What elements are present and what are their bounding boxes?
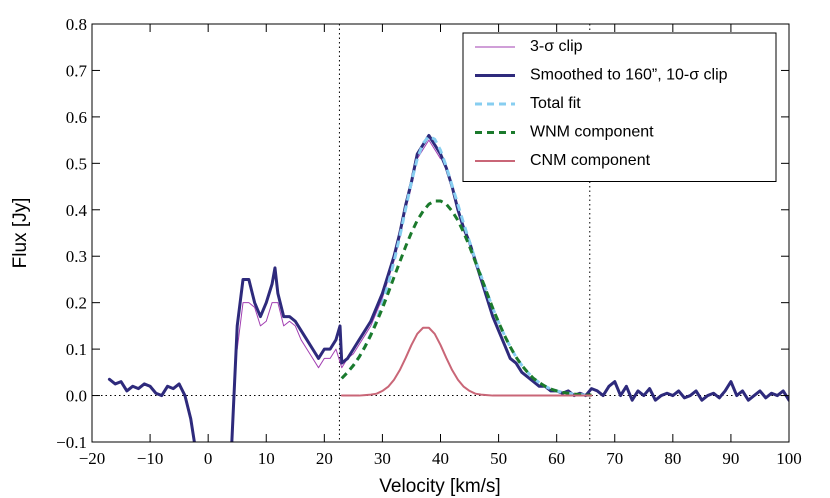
legend-label: CNM component [530,152,651,169]
x-tick-label: −10 [137,449,164,468]
y-tick-label: 0.5 [66,154,87,173]
y-tick-label: 0.0 [66,387,87,406]
x-tick-label: 20 [316,449,333,468]
data-line [340,134,592,397]
y-tick-label: 0.6 [66,108,87,127]
legend-label: WNM component [530,124,654,141]
legend-label: Total fit [530,95,581,112]
y-tick-label: 0.2 [66,294,87,313]
x-tick-label: 40 [432,449,449,468]
data-line [340,326,593,397]
x-tick-label: 30 [374,449,391,468]
x-tick-label: 60 [548,449,565,468]
x-tick-label: 80 [664,449,681,468]
x-tick-label: 90 [722,449,739,468]
y-tick-label: 0.3 [66,247,87,266]
y-axis-label: Flux [Jy] [10,198,31,269]
x-axis-label: Velocity [km/s] [379,476,500,497]
plot-area [92,24,789,442]
x-tick-label: 50 [490,449,507,468]
legend-label: 3-σ clip [530,38,583,55]
y-tick-label: −0.1 [56,433,87,452]
x-tick-label: 10 [258,449,275,468]
legend: 3-σ clip Smoothed to 160”, 10-σ clip Total… [462,32,777,182]
legend-label: Smoothed to 160”, 10-σ clip [530,67,728,84]
y-tick-label: 0.8 [66,15,87,34]
data-line [340,199,592,397]
legend-box [462,32,777,182]
y-tick-label: 0.1 [66,340,87,359]
y-tick-label: 0.7 [66,61,88,80]
y-tick-label: 0.4 [66,201,88,220]
x-tick-label: −20 [79,449,106,468]
x-tick-label: 0 [204,449,213,468]
x-tick-label: 70 [606,449,623,468]
data-line [107,133,789,442]
x-tick-label: 100 [776,449,802,468]
